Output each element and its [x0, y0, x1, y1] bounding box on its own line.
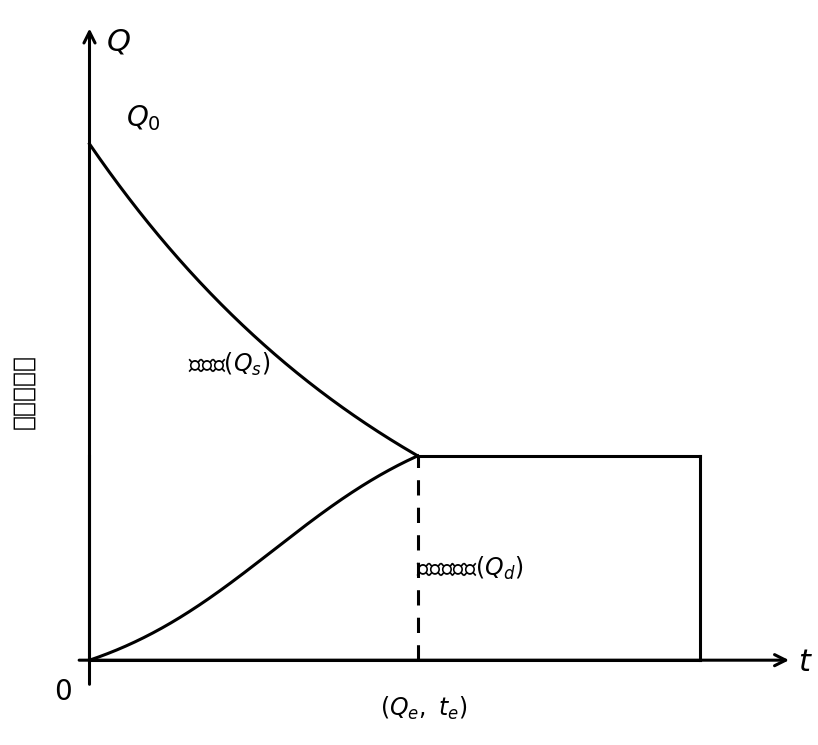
- Text: $Q$: $Q$: [106, 26, 131, 57]
- Text: 动态补给量$(Q_d)$: 动态补给量$(Q_d)$: [416, 555, 524, 583]
- Text: 静储量$(Q_s)$: 静储量$(Q_s)$: [188, 351, 270, 378]
- Text: $0$: $0$: [54, 679, 72, 706]
- Text: $(Q_e,\ t_e)$: $(Q_e,\ t_e)$: [380, 695, 468, 722]
- Text: $Q_0$: $Q_0$: [126, 104, 160, 133]
- Text: 钻孔涌水量: 钻孔涌水量: [11, 354, 36, 429]
- Text: $t$: $t$: [798, 647, 812, 679]
